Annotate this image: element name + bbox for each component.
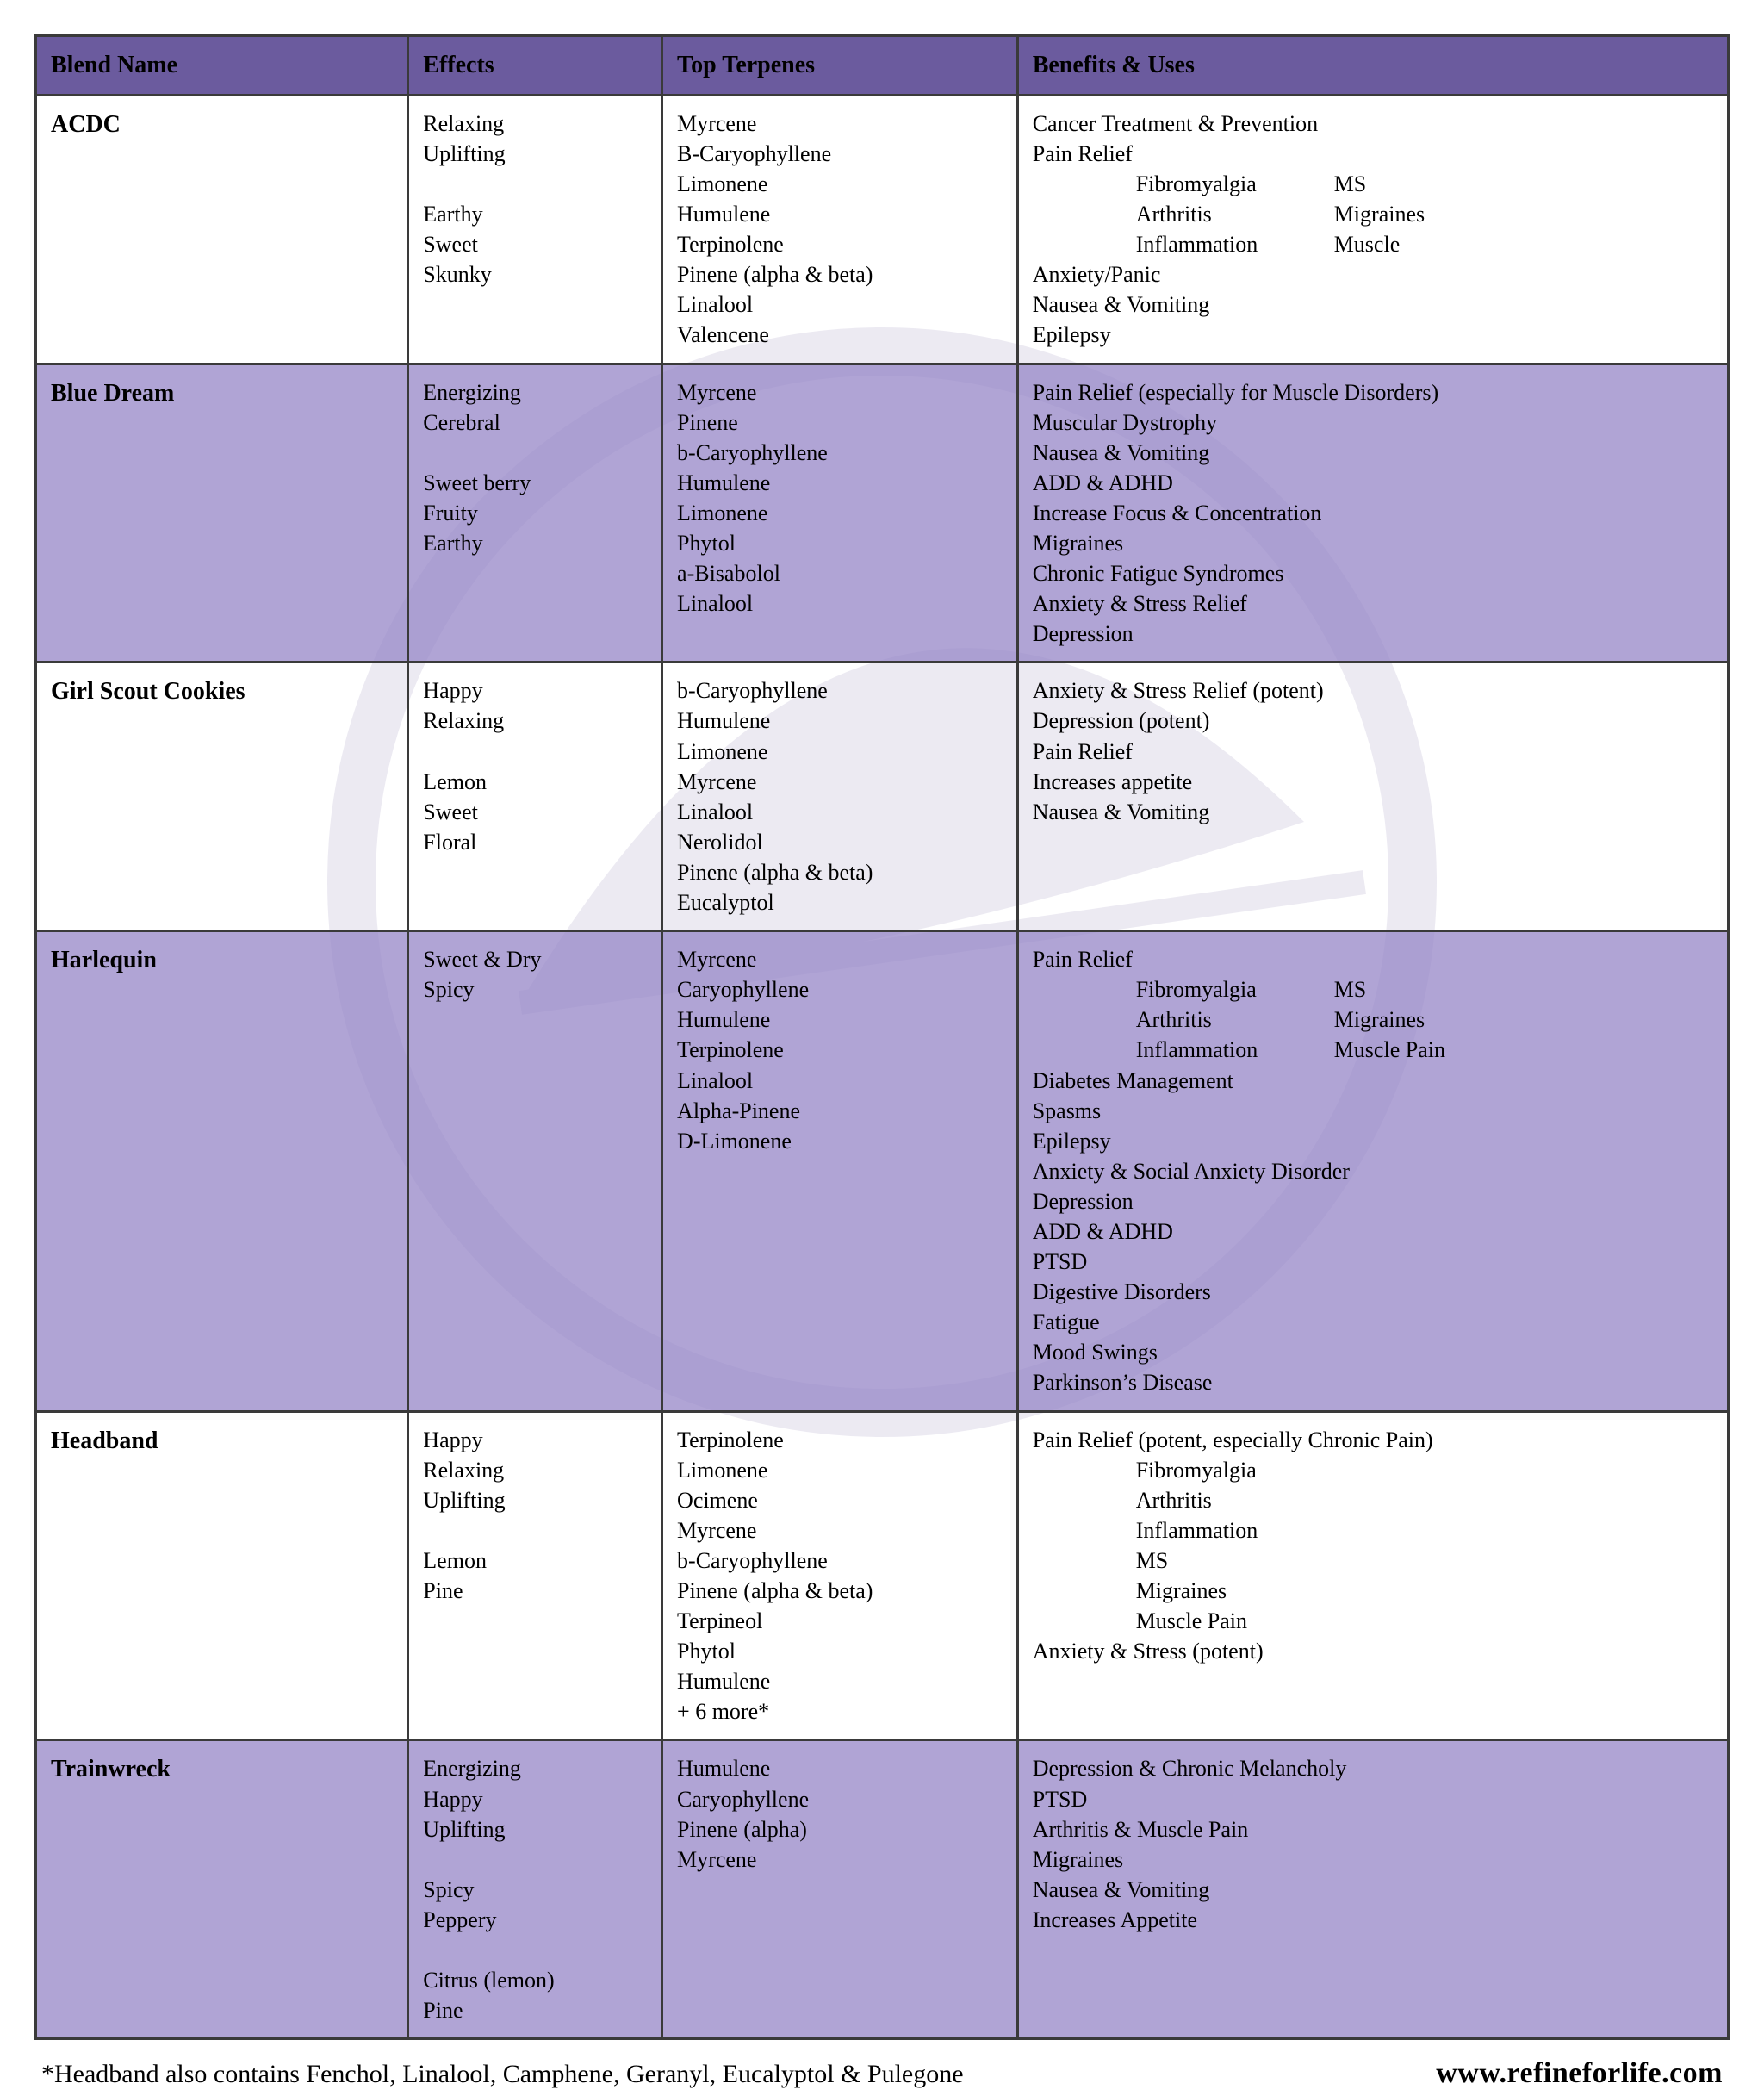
table-row: HarlequinSweet & Dry SpicyMyrcene Caryop… — [36, 931, 1729, 1411]
terpenes-cell: Terpinolene Limonene Ocimene Myrcene b-C… — [662, 1411, 1018, 1740]
blend-name-cell: Girl Scout Cookies — [36, 662, 408, 931]
terpenes-cell: Myrcene Caryophyllene Humulene Terpinole… — [662, 931, 1018, 1411]
blend-name-cell: Harlequin — [36, 931, 408, 1411]
benefits-cell: Pain Relief (potent, especially Chronic … — [1017, 1411, 1728, 1740]
table-row: ACDCRelaxing Uplifting Earthy Sweet Skun… — [36, 95, 1729, 364]
benefits-cell: Depression & Chronic MelancholyPTSDArthr… — [1017, 1740, 1728, 2039]
effects-cell: Happy Relaxing Lemon Sweet Floral — [408, 662, 662, 931]
col-blend-name: Blend Name — [36, 36, 408, 96]
col-top-terpenes: Top Terpenes — [662, 36, 1018, 96]
table-row: Girl Scout CookiesHappy Relaxing Lemon S… — [36, 662, 1729, 931]
table-header-row: Blend Name Effects Top Terpenes Benefits… — [36, 36, 1729, 96]
benefits-cell: Pain Relief (especially for Muscle Disor… — [1017, 364, 1728, 662]
benefits-cell: Anxiety & Stress Relief (potent)Depressi… — [1017, 662, 1728, 931]
blend-name-cell: Trainwreck — [36, 1740, 408, 2039]
site-url: www.refineforlife.com — [1436, 2057, 1723, 2090]
benefits-cell: Cancer Treatment & PreventionPain Relief… — [1017, 95, 1728, 364]
effects-cell: Relaxing Uplifting Earthy Sweet Skunky — [408, 95, 662, 364]
effects-cell: Happy Relaxing Uplifting Lemon Pine — [408, 1411, 662, 1740]
table-row: HeadbandHappy Relaxing Uplifting Lemon P… — [36, 1411, 1729, 1740]
effects-cell: Sweet & Dry Spicy — [408, 931, 662, 1411]
terpenes-cell: Myrcene Pinene b-Caryophyllene Humulene … — [662, 364, 1018, 662]
footer: *Headband also contains Fenchol, Linaloo… — [34, 2057, 1730, 2090]
blend-name-cell: Headband — [36, 1411, 408, 1740]
terpenes-cell: b-Caryophyllene Humulene Limonene Myrcen… — [662, 662, 1018, 931]
col-benefits-uses: Benefits & Uses — [1017, 36, 1728, 96]
terpenes-cell: Humulene Caryophyllene Pinene (alpha) My… — [662, 1740, 1018, 2039]
col-effects: Effects — [408, 36, 662, 96]
blend-name-cell: ACDC — [36, 95, 408, 364]
terpenes-cell: Myrcene B-Caryophyllene Limonene Humulen… — [662, 95, 1018, 364]
footnote-text: *Headband also contains Fenchol, Linaloo… — [41, 2060, 964, 2089]
effects-cell: Energizing Happy Uplifting Spicy Peppery… — [408, 1740, 662, 2039]
effects-cell: Energizing Cerebral Sweet berry Fruity E… — [408, 364, 662, 662]
blend-name-cell: Blue Dream — [36, 364, 408, 662]
table-row: TrainwreckEnergizing Happy Uplifting Spi… — [36, 1740, 1729, 2039]
table-row: Blue DreamEnergizing Cerebral Sweet berr… — [36, 364, 1729, 662]
benefits-cell: Pain ReliefFibromyalgiaMSArthritisMigrai… — [1017, 931, 1728, 1411]
blends-table: Blend Name Effects Top Terpenes Benefits… — [34, 34, 1730, 2040]
